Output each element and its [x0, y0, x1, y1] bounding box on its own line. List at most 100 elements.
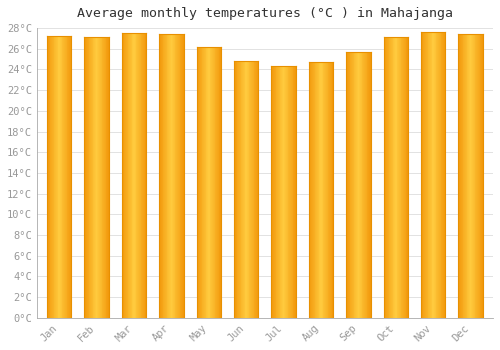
Bar [136, 33, 138, 318]
Bar [174, 34, 176, 318]
Bar [98, 37, 99, 318]
Bar [178, 34, 180, 318]
Bar [199, 47, 200, 318]
Bar [168, 34, 169, 318]
Bar [353, 52, 354, 318]
Bar [396, 37, 398, 318]
Bar [355, 52, 356, 318]
Bar [328, 62, 329, 318]
Bar [60, 36, 61, 318]
Bar [209, 47, 210, 318]
Bar [55, 36, 56, 318]
Bar [325, 62, 326, 318]
Bar [214, 47, 216, 318]
Bar [132, 33, 133, 318]
Bar [84, 37, 86, 318]
Bar [56, 36, 57, 318]
Bar [204, 47, 205, 318]
Bar [434, 32, 435, 318]
Bar [274, 66, 276, 318]
Bar [294, 66, 295, 318]
Bar [391, 37, 392, 318]
Bar [318, 62, 320, 318]
Bar [52, 36, 53, 318]
Bar [276, 66, 277, 318]
Bar [68, 36, 69, 318]
Bar [133, 33, 134, 318]
Bar [468, 34, 469, 318]
Bar [284, 66, 285, 318]
Bar [50, 36, 51, 318]
Bar [160, 34, 161, 318]
Bar [124, 33, 125, 318]
Bar [70, 36, 72, 318]
Bar [247, 61, 248, 318]
Bar [220, 47, 221, 318]
Bar [203, 47, 204, 318]
Bar [326, 62, 328, 318]
Bar [395, 37, 396, 318]
Bar [138, 33, 139, 318]
Bar [69, 36, 70, 318]
Bar [252, 61, 254, 318]
Bar [366, 52, 368, 318]
Bar [48, 36, 50, 318]
Bar [218, 47, 220, 318]
Bar [128, 33, 129, 318]
Bar [255, 61, 256, 318]
Bar [404, 37, 406, 318]
Bar [144, 33, 146, 318]
Bar [281, 66, 282, 318]
Bar [351, 52, 352, 318]
Bar [102, 37, 103, 318]
Bar [362, 52, 364, 318]
Bar [140, 33, 141, 318]
Bar [407, 37, 408, 318]
Bar [394, 37, 395, 318]
Bar [283, 66, 284, 318]
Bar [387, 37, 388, 318]
Bar [439, 32, 440, 318]
Bar [444, 32, 446, 318]
Bar [134, 33, 135, 318]
Bar [369, 52, 370, 318]
Bar [210, 47, 212, 318]
Bar [392, 37, 394, 318]
Bar [321, 62, 322, 318]
Bar [164, 34, 165, 318]
Bar [92, 37, 94, 318]
Bar [198, 47, 199, 318]
Bar [277, 66, 278, 318]
Bar [250, 61, 251, 318]
Bar [331, 62, 332, 318]
Bar [54, 36, 55, 318]
Bar [142, 33, 143, 318]
Bar [86, 37, 87, 318]
Bar [442, 32, 443, 318]
Bar [244, 61, 246, 318]
Bar [368, 52, 369, 318]
Bar [234, 61, 235, 318]
Bar [279, 66, 280, 318]
Bar [360, 52, 361, 318]
Bar [206, 47, 207, 318]
Bar [200, 47, 202, 318]
Bar [310, 62, 312, 318]
Bar [282, 66, 283, 318]
Bar [180, 34, 181, 318]
Bar [161, 34, 162, 318]
Bar [433, 32, 434, 318]
Bar [480, 34, 481, 318]
Bar [291, 66, 292, 318]
Bar [129, 33, 130, 318]
Bar [316, 62, 317, 318]
Bar [354, 52, 355, 318]
Bar [108, 37, 109, 318]
Bar [476, 34, 477, 318]
Bar [312, 62, 313, 318]
Bar [361, 52, 362, 318]
Bar [474, 34, 476, 318]
Bar [139, 33, 140, 318]
Bar [177, 34, 178, 318]
Bar [429, 32, 430, 318]
